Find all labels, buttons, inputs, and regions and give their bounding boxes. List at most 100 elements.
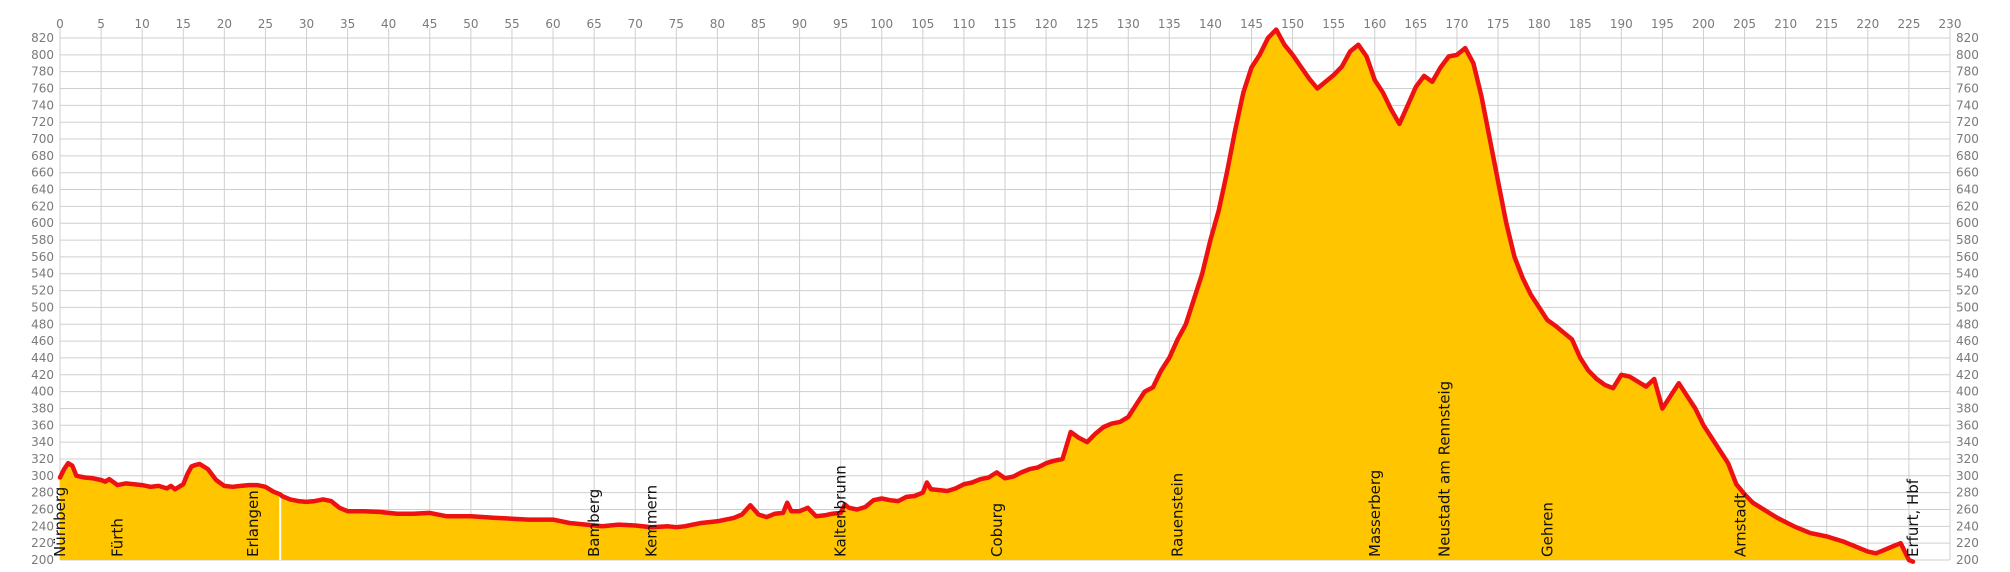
x-tick-label: 110 [952,17,975,31]
y-tick-label-right: 620 [1956,199,1979,213]
x-tick-label: 45 [422,17,437,31]
y-tick-label-right: 360 [1956,418,1979,432]
y-tick-label-right: 300 [1956,469,1979,483]
y-tick-label-right: 380 [1956,401,1979,415]
y-tick-label-right: 760 [1956,82,1979,96]
y-tick-label-left: 700 [31,132,54,146]
y-tick-label-right: 600 [1956,216,1979,230]
y-tick-label-left: 360 [31,418,54,432]
y-tick-label-left: 600 [31,216,54,230]
y-tick-label-right: 440 [1956,351,1979,365]
y-tick-label-left: 640 [31,183,54,197]
y-tick-label-right: 560 [1956,250,1979,264]
place-label: Neustadt am Rennsteig [1436,381,1454,557]
x-tick-label: 180 [1528,17,1551,31]
place-label: Nürnberg [51,487,69,557]
x-tick-label: 150 [1281,17,1304,31]
x-tick-label: 40 [381,17,396,31]
y-tick-label-right: 280 [1956,486,1979,500]
place-label: Fürth [109,518,127,557]
y-tick-label-left: 800 [31,48,54,62]
x-tick-label: 160 [1363,17,1386,31]
x-tick-label: 10 [135,17,150,31]
y-tick-label-left: 280 [31,486,54,500]
place-label: Rauenstein [1169,473,1187,557]
x-tick-labels: 0 5 10 15 20 25 30 35 40 45 50 55 60 65 70 75 80 85 90 95 10… [56,17,1961,31]
y-tick-label-left: 260 [31,502,54,516]
x-tick-label: 220 [1856,17,1879,31]
elevation-line [57,27,1916,564]
x-tick-label: 60 [545,17,560,31]
x-tick-label: 200 [1692,17,1715,31]
y-tick-label-left: 440 [31,351,54,365]
y-tick-label-right: 520 [1956,284,1979,298]
x-tick-label: 120 [1035,17,1058,31]
x-tick-label: 25 [258,17,273,31]
x-tick-label: 210 [1774,17,1797,31]
x-tick-label: 30 [299,17,314,31]
x-tick-label: 215 [1815,17,1838,31]
x-tick-label: 125 [1076,17,1099,31]
y-tick-label-right: 200 [1956,553,1979,567]
y-tick-label-left: 540 [31,267,54,281]
x-tick-label: 155 [1322,17,1345,31]
y-tick-label-left: 760 [31,82,54,96]
place-label: Bamberg [585,489,603,557]
x-tick-label: 130 [1117,17,1140,31]
x-tick-label: 140 [1199,17,1222,31]
x-tick-label: 95 [833,17,848,31]
elevation-area-layer [60,29,1913,562]
x-tick-label: 190 [1610,17,1633,31]
y-tick-label-left: 560 [31,250,54,264]
y-tick-label-right: 460 [1956,334,1979,348]
x-tick-label: 15 [176,17,191,31]
y-tick-label-left: 400 [31,385,54,399]
x-tick-label: 195 [1651,17,1674,31]
place-labels: Nürnberg Fürth Erlangen Bamberg Kemmern Kalte… [51,381,1922,557]
x-tick-label: 55 [504,17,519,31]
place-label: Masserberg [1366,470,1384,557]
y-tick-label-right: 260 [1956,502,1979,516]
x-tick-label: 90 [792,17,807,31]
y-tick-label-left: 480 [31,317,54,331]
x-tick-label: 65 [586,17,601,31]
y-tick-label-left: 740 [31,98,54,112]
y-tick-label-left: 820 [31,31,54,45]
y-tick-label-left: 320 [31,452,54,466]
x-tick-label: 170 [1446,17,1469,31]
y-tick-label-left: 780 [31,65,54,79]
y-tick-label-right: 540 [1956,267,1979,281]
y-tick-label-left: 620 [31,199,54,213]
y-tick-labels: 200 200 220 220 240 240 260 260 280 280 300 300 320 3… [31,31,1979,567]
x-tick-label: 70 [628,17,643,31]
y-tick-label-left: 680 [31,149,54,163]
place-label: Coburg [988,503,1006,557]
x-tick-label: 75 [669,17,684,31]
x-tick-label: 5 [97,17,105,31]
place-label: Kaltenbrunn [832,465,850,557]
y-tick-label-right: 640 [1956,183,1979,197]
y-tick-label-right: 240 [1956,519,1979,533]
x-tick-label: 205 [1733,17,1756,31]
x-tick-label: 230 [1939,17,1962,31]
y-tick-label-right: 660 [1956,166,1979,180]
x-tick-label: 0 [56,17,64,31]
y-tick-label-left: 660 [31,166,54,180]
y-tick-label-right: 480 [1956,317,1979,331]
x-tick-label: 100 [870,17,893,31]
y-tick-label-right: 740 [1956,98,1979,112]
x-tick-label: 175 [1487,17,1510,31]
y-tick-label-right: 680 [1956,149,1979,163]
y-tick-label-right: 780 [1956,65,1979,79]
x-tick-label: 145 [1240,17,1263,31]
y-tick-label-right: 320 [1956,452,1979,466]
elevation-line-layer [57,27,1916,564]
x-tick-label: 225 [1897,17,1920,31]
y-tick-label-right: 420 [1956,368,1979,382]
place-label: Gehren [1538,502,1556,557]
y-tick-label-left: 220 [31,536,54,550]
y-tick-label-left: 580 [31,233,54,247]
elevation-area [60,29,1913,562]
y-tick-label-right: 400 [1956,385,1979,399]
y-tick-label-left: 720 [31,115,54,129]
